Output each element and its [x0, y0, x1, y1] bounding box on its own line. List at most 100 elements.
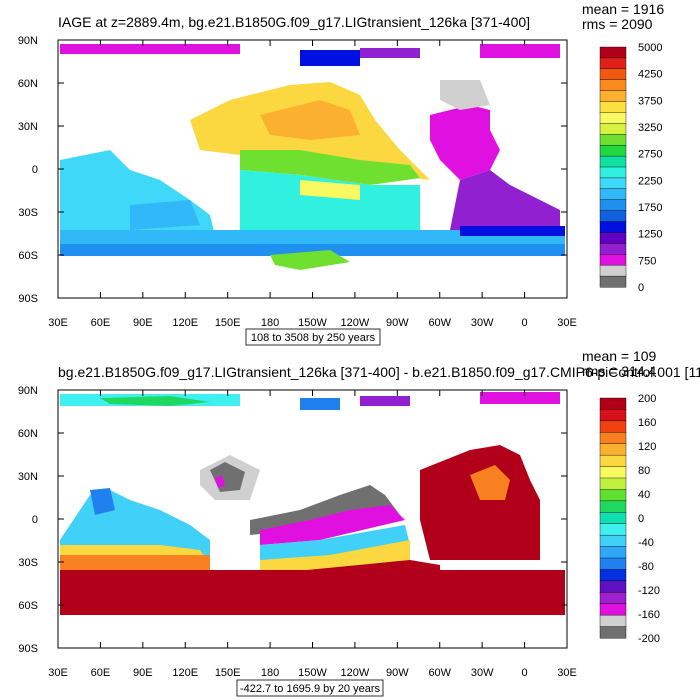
panel-1-colorbar: 5000 4250 3750 3250 2750 2250 1750 1250 750 0	[599, 42, 662, 294]
south-atlantic	[450, 170, 560, 230]
colorbar-label: 200	[638, 393, 656, 405]
colorbar-label: 0	[638, 513, 644, 525]
panel-2-field	[60, 392, 565, 615]
y-tick-label: 0	[32, 514, 38, 526]
colorbar-swatch	[599, 134, 627, 146]
colorbar-swatch	[599, 603, 627, 616]
arabian-sea-blue	[90, 488, 115, 515]
x-tick-label: 120E	[172, 317, 198, 329]
south-pacific	[240, 170, 420, 230]
y-tick-label: 60S	[18, 250, 38, 262]
y-tick-label: 60N	[18, 78, 38, 90]
colorbar-swatch	[599, 79, 627, 92]
panel-2-title: bg.e21.B1850G.f09_g17.LIGtransient_126ka…	[58, 364, 700, 380]
south-pacific-yellow	[300, 180, 360, 200]
panel-1-x-axis: 30E 60E 90E 120E 150E 180 150W 120W 90W 60W 30W 0 30…	[48, 40, 577, 329]
colorbar-swatch	[599, 101, 627, 113]
panel-1-range-box	[245, 328, 381, 346]
x-tick-label: 150W	[298, 317, 327, 329]
colorbar-swatch	[599, 177, 627, 190]
x-tick-label: 30E	[48, 317, 68, 329]
x-tick-label: 180	[261, 317, 279, 329]
colorbar-swatch	[599, 512, 627, 525]
colorbar-swatch	[599, 626, 627, 639]
x-tick-label: 90E	[133, 667, 153, 679]
y-tick-label: 30S	[18, 557, 38, 569]
colorbar-swatch	[599, 68, 627, 81]
panel-1-range-label: 108 to 3508 by 250 years	[251, 332, 376, 344]
southern-ocean-red	[60, 570, 565, 615]
x-tick-label: 150E	[215, 317, 241, 329]
colorbar-swatch	[599, 466, 627, 479]
colorbar-swatch	[599, 199, 627, 212]
y-tick-label: 60S	[18, 600, 38, 612]
colorbar-swatch	[599, 275, 627, 288]
x-tick-label: 30E	[557, 667, 577, 679]
colorbar-swatch	[599, 221, 627, 233]
x-tick-label: 60W	[428, 667, 451, 679]
colorbar-swatch	[599, 489, 627, 502]
y-tick-label: 60N	[18, 428, 38, 440]
panel-1: IAGE at z=2889.4m, bg.e21.B1850G.f09_g17…	[18, 1, 664, 346]
colorbar-label: 2250	[638, 175, 662, 187]
colorbar-swatch	[599, 90, 627, 103]
colorbar-label: 1750	[638, 202, 662, 214]
atlantic-red	[420, 445, 540, 560]
arctic-magenta-2	[480, 392, 560, 404]
north-atlantic-orange	[470, 465, 510, 500]
y-tick-label: 90S	[18, 643, 38, 655]
equatorial-cyan	[260, 525, 410, 565]
colorbar-swatch	[599, 523, 627, 536]
colorbar-label: -40	[638, 537, 654, 549]
colorbar-swatch	[599, 534, 627, 548]
panel-2-rms: rms = 314.4	[582, 363, 657, 379]
arctic-blue-2	[300, 398, 340, 410]
colorbar-swatch	[599, 254, 627, 266]
colorbar-swatch	[599, 166, 627, 179]
x-tick-label: 0	[522, 667, 528, 679]
colorbar-label: -120	[638, 585, 660, 597]
colorbar-label: 1250	[638, 229, 662, 241]
panel-2-x-axis: 30E 60E 90E 120E 150E 180 150W 120W 90W 60W 30W 0 30…	[48, 390, 577, 679]
x-tick-label: 150W	[298, 667, 327, 679]
colorbar-label: 3250	[638, 122, 662, 134]
colorbar-swatch	[599, 243, 627, 255]
panel-2-range-label: -422.7 to 1695.9 by 20 years	[240, 683, 381, 695]
x-tick-label: 30W	[471, 667, 494, 679]
colorbar-swatch	[599, 432, 627, 445]
x-tick-label: 30E	[557, 317, 577, 329]
panel-1-title: IAGE at z=2889.4m, bg.e21.B1850G.f09_g17…	[58, 14, 530, 30]
colorbar-label: 2750	[638, 149, 662, 161]
y-tick-label: 30N	[18, 471, 38, 483]
colorbar-swatch	[599, 420, 627, 433]
panel-2-mean: mean = 109	[582, 348, 657, 364]
colorbar-swatch	[599, 477, 627, 490]
colorbar-label: 120	[638, 441, 656, 453]
panel-1-mean: mean = 1916	[582, 1, 664, 17]
colorbar-label: -160	[638, 609, 660, 621]
x-tick-label: 120W	[341, 317, 370, 329]
colorbar-swatch	[599, 232, 627, 244]
colorbar-swatch	[599, 557, 627, 570]
colorbar-swatch	[599, 112, 627, 124]
colorbar-swatch	[599, 210, 627, 223]
colorbar-swatch	[599, 546, 627, 559]
y-tick-label: 30S	[18, 207, 38, 219]
colorbar-swatch	[599, 46, 627, 59]
colorbar-label: 80	[638, 465, 650, 477]
colorbar-swatch	[599, 500, 627, 513]
colorbar-swatch	[599, 614, 627, 628]
y-tick-label: 90N	[18, 35, 38, 47]
colorbar-swatch	[599, 155, 627, 168]
x-tick-label: 60E	[91, 317, 111, 329]
x-tick-label: 90W	[386, 667, 409, 679]
panel-1-y-axis: 90N 60N 30N 0 30S 60S 90S	[18, 35, 567, 305]
indian-ocean-orange	[60, 555, 210, 570]
colorbar-swatch	[599, 580, 627, 593]
colorbar-swatch	[599, 144, 627, 157]
x-tick-label: 120W	[341, 667, 370, 679]
y-tick-label: 0	[32, 164, 38, 176]
colorbar-label: -200	[638, 633, 660, 645]
southern-ocean-atlantic-blue	[460, 226, 565, 236]
